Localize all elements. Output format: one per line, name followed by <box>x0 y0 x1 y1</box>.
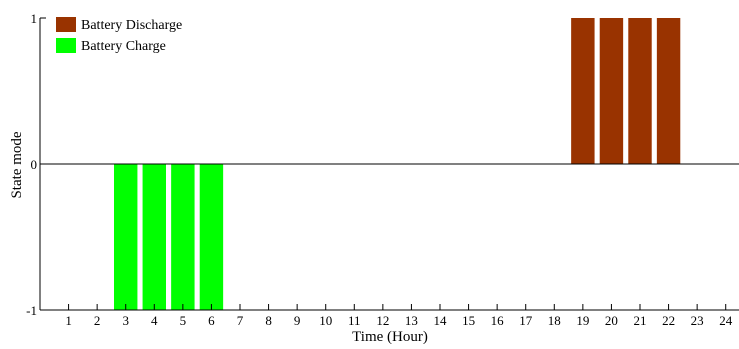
x-tick-label-23: 23 <box>691 313 704 328</box>
bar-charge-4 <box>142 164 166 310</box>
bar-discharge-19 <box>571 18 595 164</box>
bars-layer <box>114 18 681 310</box>
legend: Battery Discharge Battery Charge <box>56 17 182 54</box>
legend-label-discharge: Battery Discharge <box>81 18 182 33</box>
y-tick-label--1: -1 <box>26 303 37 318</box>
x-tick-label-3: 3 <box>122 313 129 328</box>
x-tick-label-5: 5 <box>180 313 187 328</box>
x-tick-label-24: 24 <box>719 313 733 328</box>
legend-label-charge: Battery Charge <box>81 39 166 54</box>
x-tick-label-18: 18 <box>548 313 561 328</box>
x-tick-label-2: 2 <box>94 313 101 328</box>
x-tick-label-1: 1 <box>65 313 72 328</box>
x-tick-label-17: 17 <box>519 313 533 328</box>
x-tick-label-6: 6 <box>208 313 215 328</box>
legend-swatch-discharge <box>56 17 76 32</box>
bar-discharge-22 <box>656 18 681 164</box>
bar-charge-5 <box>171 164 195 310</box>
x-tick-label-16: 16 <box>491 313 505 328</box>
x-tick-label-13: 13 <box>405 313 418 328</box>
x-tick-label-12: 12 <box>376 313 389 328</box>
x-tick-label-10: 10 <box>319 313 332 328</box>
x-axis-label: Time (Hour) <box>352 329 428 344</box>
legend-swatch-charge <box>56 38 76 53</box>
x-tick-label-4: 4 <box>151 313 158 328</box>
y-axis-label: State mode <box>9 131 25 198</box>
y-tick-label-0: 0 <box>31 157 38 172</box>
bar-discharge-20 <box>599 18 624 164</box>
bar-charge-6 <box>199 164 224 310</box>
x-tick-label-19: 19 <box>576 313 589 328</box>
bar-discharge-21 <box>628 18 652 164</box>
x-tick-label-7: 7 <box>237 313 244 328</box>
x-tick-label-20: 20 <box>605 313 618 328</box>
x-tick-label-8: 8 <box>265 313 272 328</box>
x-tick-label-9: 9 <box>294 313 301 328</box>
x-tick-label-15: 15 <box>462 313 475 328</box>
bar-charge-3 <box>114 164 138 310</box>
y-tick-label-1: 1 <box>31 11 38 26</box>
x-tick-label-21: 21 <box>634 313 647 328</box>
x-tick-label-11: 11 <box>348 313 361 328</box>
x-tick-label-22: 22 <box>662 313 675 328</box>
x-tick-label-14: 14 <box>434 313 448 328</box>
